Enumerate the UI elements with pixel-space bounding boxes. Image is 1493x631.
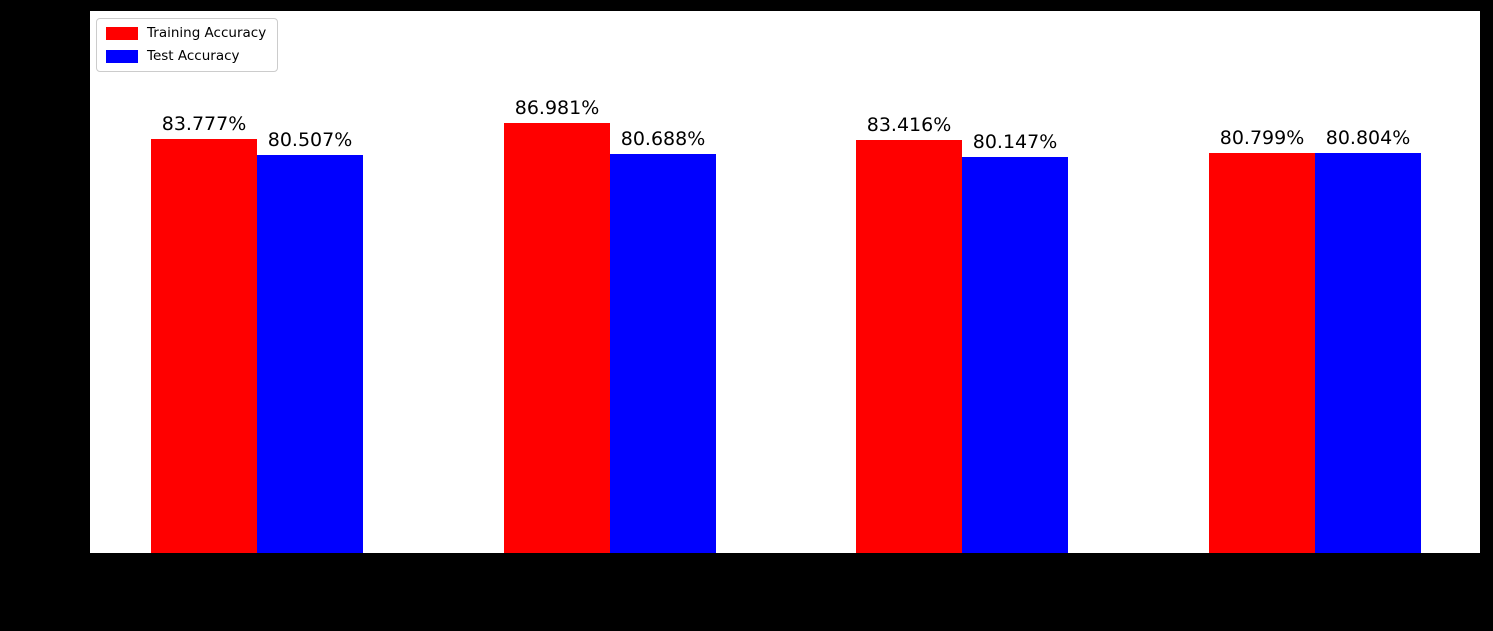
legend: Training Accuracy Test Accuracy xyxy=(96,18,279,72)
training-accuracy-bar xyxy=(1209,153,1315,553)
training-accuracy-bar xyxy=(856,140,962,553)
legend-label-test: Test Accuracy xyxy=(147,47,240,64)
test-accuracy-bar xyxy=(1315,153,1421,553)
legend-label-training: Training Accuracy xyxy=(147,25,267,41)
test-accuracy-bar xyxy=(962,157,1068,553)
bar-value-label: 80.799% xyxy=(1219,127,1305,149)
legend-item-training: Training Accuracy xyxy=(106,25,267,41)
bar-value-label: 86.981% xyxy=(514,97,600,119)
bar-value-label: 80.147% xyxy=(972,131,1058,153)
training-accuracy-swatch xyxy=(106,27,138,41)
legend-item-test: Test Accuracy xyxy=(106,47,266,64)
training-accuracy-bar xyxy=(151,139,257,553)
plot-area: 83.777% 86.981% 83.416% 80.799% 80.507% 80.68… xyxy=(89,10,1481,554)
bar-value-label: 80.507% xyxy=(267,129,353,151)
test-accuracy-bar xyxy=(610,154,716,553)
training-accuracy-bar xyxy=(504,123,610,553)
bar-value-label: 83.416% xyxy=(866,114,952,136)
test-accuracy-bar xyxy=(257,155,363,553)
bar-value-label: 80.804% xyxy=(1325,127,1411,149)
bar-value-label: 80.688% xyxy=(620,128,706,150)
bar-value-label: 83.777% xyxy=(161,113,247,135)
test-accuracy-swatch xyxy=(106,49,138,63)
